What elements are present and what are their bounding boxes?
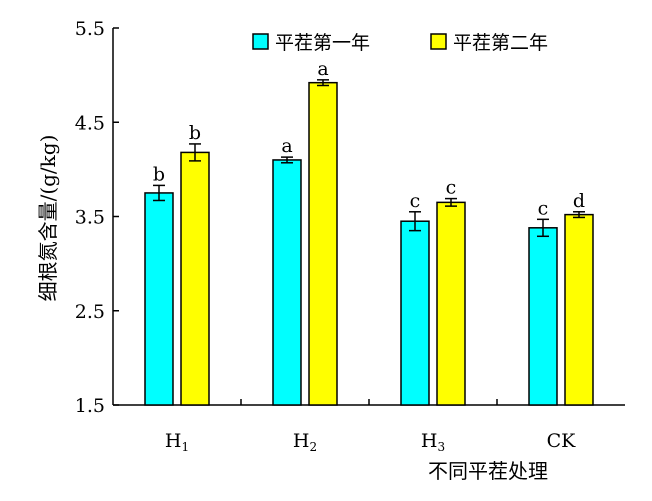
bar-2-2 xyxy=(308,81,338,406)
bars xyxy=(144,79,594,406)
y-tick-label: 3.5 xyxy=(75,207,105,229)
legend-label-series-2: 平茬第二年 xyxy=(453,32,548,54)
significance-letter: c xyxy=(538,197,549,219)
bar-1-4 xyxy=(528,227,558,406)
significance-letter: c xyxy=(446,177,457,199)
bar-1-3 xyxy=(400,220,430,406)
y-axis-title: 细根氮含量/(g/kg) xyxy=(36,135,60,302)
y-tick-label: 2.5 xyxy=(75,301,105,323)
bar-2-1 xyxy=(180,151,210,406)
legend: 平茬第一年 平茬第二年 xyxy=(252,32,548,54)
x-tick-label: H2 xyxy=(293,430,317,454)
y-tick-label: 1.5 xyxy=(75,395,105,417)
legend-label-series-1: 平茬第一年 xyxy=(275,32,370,54)
significance-letter: b xyxy=(189,122,201,144)
x-tick-label: H3 xyxy=(421,430,445,454)
labels: H1 b b H2 a a H3 c c CK c d xyxy=(153,58,585,454)
x-tick-label: H1 xyxy=(165,430,189,454)
bar-1-1 xyxy=(144,192,174,406)
significance-letter: a xyxy=(317,58,328,80)
y-tick-label: 5.5 xyxy=(75,18,105,40)
legend-swatch-series-2 xyxy=(430,33,447,50)
significance-letter: b xyxy=(153,163,165,185)
legend-swatch-series-1 xyxy=(252,33,269,50)
significance-letter: d xyxy=(573,190,585,212)
y-tick-label: 4.5 xyxy=(75,112,105,134)
x-axis-title: 不同平茬处理 xyxy=(428,459,548,483)
x-tick-label: CK xyxy=(547,430,577,452)
significance-letter: c xyxy=(410,190,421,212)
significance-letter: a xyxy=(281,135,292,157)
bar-2-4 xyxy=(564,213,594,406)
bar-1-2 xyxy=(272,159,302,406)
bar-2-3 xyxy=(436,201,466,406)
